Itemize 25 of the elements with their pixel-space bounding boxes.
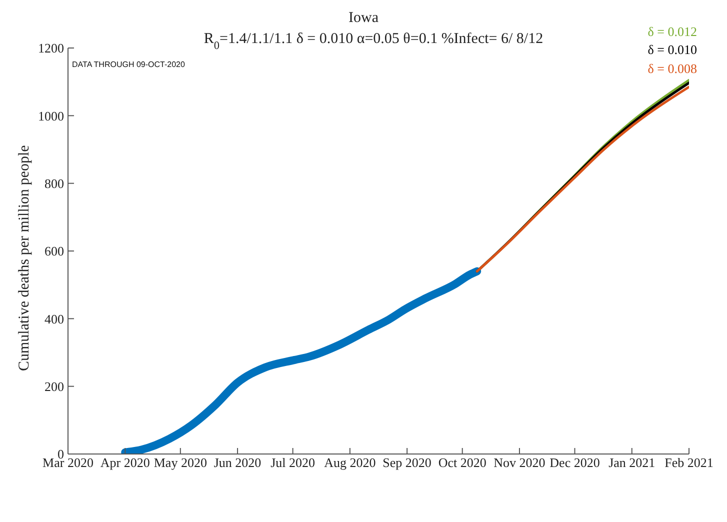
y-tick-label: 200 — [44, 378, 64, 394]
y-tick-label: 1000 — [38, 108, 64, 124]
annotation: DATA THROUGH 09-OCT-2020 — [72, 60, 185, 69]
y-tick-label: 600 — [44, 244, 64, 259]
y-tick-label: 400 — [44, 311, 64, 326]
x-tick-label: Jan 2021 — [608, 455, 656, 470]
x-tick-label: May 2020 — [154, 455, 207, 470]
chart-title: Iowa — [348, 10, 378, 26]
text: δ = 0.010 — [648, 42, 697, 57]
x-tick-label: Nov 2020 — [494, 455, 546, 470]
chart-subtitle: R$_{0}$=1.4/1.1/1.1 δ = 0.010 α=0.05 θ=0.1 %Infect= 6/ 8/12 — [204, 31, 544, 52]
y-axis-title: Cumulative deaths per million people — [16, 144, 32, 371]
x-tick-label: Dec 2020 — [550, 455, 600, 470]
series-label: δ = 0.008 — [648, 60, 697, 76]
x-tick-label: Jun 2020 — [214, 455, 262, 470]
x-tick-label: Aug 2020 — [324, 455, 376, 470]
x-tick-label: Feb 2021 — [664, 455, 714, 470]
x-tick-label: Jul 2020 — [270, 455, 316, 470]
x-tick-label: Sep 2020 — [382, 455, 432, 470]
x-tick-label: Apr 2020 — [100, 455, 150, 470]
x-tick-label: Oct 2020 — [438, 455, 486, 470]
y-tick-label: 1200 — [38, 40, 64, 56]
text: δ = 0.012 — [648, 24, 697, 40]
y-tick-label: 800 — [44, 176, 64, 191]
y-tick-label: 0 — [58, 446, 64, 462]
